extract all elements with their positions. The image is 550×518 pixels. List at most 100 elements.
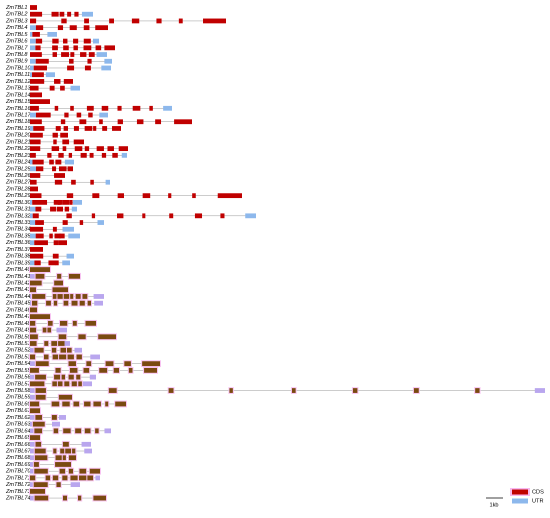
utr [30, 415, 36, 420]
gene-name: ZmTBL50 [5, 334, 31, 340]
utr [56, 327, 67, 333]
cds [136, 119, 144, 125]
cds [30, 152, 36, 158]
cds [70, 294, 74, 299]
gene-name: ZmTBL23 [5, 153, 31, 159]
cds [30, 52, 42, 57]
gene-name: ZmTBL40 [5, 267, 31, 273]
cds [51, 415, 57, 420]
cds [83, 45, 92, 51]
cds [117, 105, 122, 111]
cds [70, 52, 75, 57]
cds [68, 374, 74, 380]
gene-name: ZmTBL71 [5, 475, 31, 481]
utr [45, 72, 55, 78]
gene-name: ZmTBL68 [5, 455, 31, 461]
gene-name: ZmTBL43 [5, 287, 31, 293]
cds [63, 428, 71, 434]
cds [35, 394, 46, 400]
cds [112, 126, 121, 131]
gene-name: ZmTBL24 [5, 160, 31, 166]
cds [62, 455, 66, 461]
utr [30, 206, 36, 212]
cds [30, 139, 41, 145]
utr [71, 206, 77, 212]
cds [155, 119, 162, 125]
cds [169, 213, 174, 219]
cds [87, 58, 92, 64]
cds [60, 347, 69, 353]
cds [67, 354, 74, 360]
cds [33, 126, 45, 131]
cds [92, 193, 100, 199]
cds [85, 320, 96, 326]
utr [74, 347, 82, 353]
cds [78, 334, 86, 340]
cds [54, 79, 61, 84]
utr [30, 441, 36, 447]
cds [75, 294, 81, 299]
cds [35, 441, 42, 447]
utr [30, 421, 33, 427]
cds [59, 11, 65, 17]
gene-name: ZmTBL7 [5, 45, 28, 51]
utr [30, 462, 34, 467]
cds [34, 428, 43, 434]
gene-name: ZmTBL31 [5, 207, 31, 213]
cds [32, 31, 40, 37]
utr [30, 294, 33, 299]
cds [30, 105, 39, 111]
cds [84, 65, 91, 71]
cds [93, 495, 106, 501]
cds [99, 367, 108, 373]
gene-name: ZmTBL47 [5, 314, 31, 320]
utr [99, 112, 108, 118]
cds [60, 85, 65, 91]
cds [54, 105, 59, 111]
cds [60, 132, 68, 138]
gene-name: ZmTBL51 [5, 341, 31, 347]
cds [30, 226, 44, 232]
cds [35, 25, 44, 31]
cds [53, 300, 58, 306]
utr [30, 482, 34, 488]
cds [33, 462, 39, 467]
gene-name: ZmTBL67 [5, 449, 31, 455]
cds [55, 455, 63, 461]
cds [30, 99, 50, 104]
cds [62, 220, 68, 225]
cds [79, 119, 87, 125]
cds [104, 45, 115, 51]
cds [30, 146, 41, 152]
gene-name: ZmTBL38 [5, 254, 31, 260]
gene-name: ZmTBL4 [5, 25, 27, 31]
gene-name: ZmTBL57 [5, 381, 31, 387]
utr [47, 31, 57, 37]
cds [142, 193, 151, 199]
gene-name: ZmTBL35 [5, 233, 31, 239]
legend-utr-label: UTR [532, 498, 544, 504]
cds [95, 428, 99, 434]
cds [87, 475, 94, 481]
cds [74, 146, 83, 152]
cds [30, 314, 50, 320]
cds [108, 388, 117, 393]
cds [80, 152, 87, 158]
utr [534, 388, 545, 393]
cds [35, 58, 49, 64]
gene-name: ZmTBL72 [5, 482, 31, 488]
gene-name: ZmTBL60 [5, 401, 31, 407]
cds [42, 327, 50, 333]
cds [71, 300, 78, 306]
cds [194, 213, 203, 219]
cds [72, 448, 76, 454]
cds [30, 173, 41, 178]
gene-name: ZmTBL66 [5, 442, 31, 448]
cds [34, 240, 48, 246]
cds [30, 79, 45, 84]
cds [30, 320, 36, 326]
cds [101, 152, 107, 158]
cds [84, 18, 89, 24]
cds [70, 105, 74, 111]
